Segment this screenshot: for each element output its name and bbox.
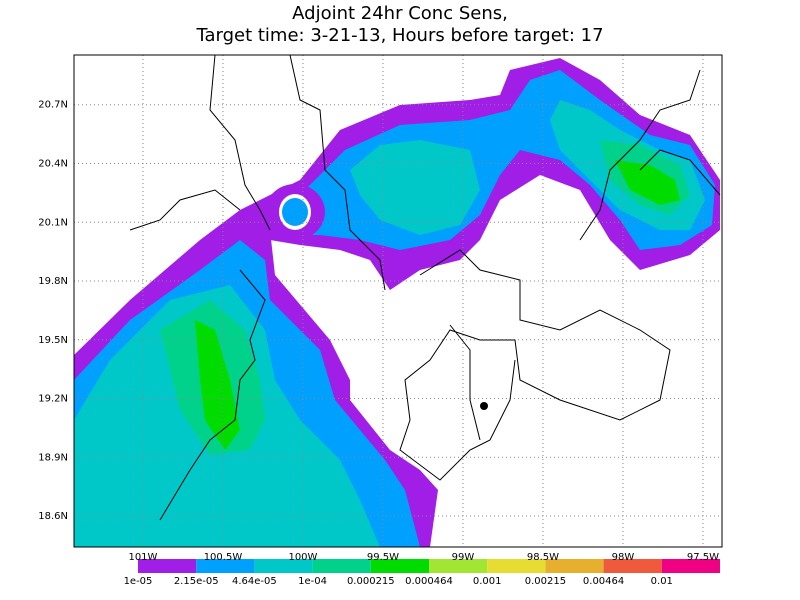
colorbar-label: 0.00464 — [583, 576, 624, 587]
y-tick-label: 20.4N — [38, 159, 68, 170]
colorbar-label: 1e-04 — [298, 576, 327, 587]
y-tick-label: 18.9N — [38, 452, 68, 463]
colorbar-label: 4.64e-05 — [232, 576, 277, 587]
colorbar-label: 1e-05 — [124, 576, 153, 587]
x-tick-label: 101W — [128, 552, 157, 563]
chart-title: Target time: 3-21-13, Hours before targe… — [195, 25, 603, 46]
colorbar-swatch — [196, 559, 255, 573]
colorbar-label: 2.15e-05 — [174, 576, 219, 587]
y-tick-label: 19.5N — [38, 335, 68, 346]
contour-fill — [615, 160, 680, 205]
colorbar-swatch — [429, 559, 488, 573]
colorbar-label: 0.000464 — [405, 576, 453, 587]
colorbar-swatch — [312, 559, 371, 573]
y-tick-label: 18.6N — [38, 511, 68, 522]
colorbar-label: 0.01 — [651, 576, 673, 587]
colorbar-label: 0.00215 — [525, 576, 566, 587]
colorbar-label: 0.000215 — [347, 576, 395, 587]
x-tick-label: 100W — [288, 552, 317, 563]
borders — [129, 54, 721, 521]
colorbar-swatch — [603, 559, 662, 573]
colorbar: 1e-05 2.15e-05 4.64e-05 1e-04 0.000215 0.0004… — [124, 559, 720, 587]
plot-frame — [73, 54, 723, 548]
x-tick-label: 98W — [612, 552, 635, 563]
x-tick-label: 99W — [452, 552, 475, 563]
x-tick-label: 99.5W — [367, 552, 399, 563]
contour-fill — [282, 198, 308, 226]
colorbar-label: 0.001 — [473, 576, 502, 587]
colorbar-swatch — [661, 559, 720, 573]
chart-title: Adjoint 24hr Conc Sens, — [292, 3, 508, 24]
x-tick-label: 97.5W — [687, 552, 719, 563]
colorbar-swatch — [254, 559, 313, 573]
colorbar-swatch — [487, 559, 546, 573]
contour-fill — [195, 320, 240, 450]
y-tick-label: 20.7N — [38, 100, 68, 111]
colorbar-swatch — [545, 559, 604, 573]
y-tick-label: 20.1N — [38, 217, 68, 228]
contours — [74, 58, 720, 547]
y-tick-label: 19.8N — [38, 276, 68, 287]
state-border — [129, 54, 721, 521]
colorbar-swatch — [138, 559, 197, 573]
y-tick-label: 19.2N — [38, 394, 68, 405]
grid — [74, 55, 722, 547]
x-tick-label: 98.5W — [527, 552, 559, 563]
colorbar-swatch — [370, 559, 429, 573]
target-marker — [480, 402, 488, 410]
x-tick-label: 100.5W — [204, 552, 243, 563]
